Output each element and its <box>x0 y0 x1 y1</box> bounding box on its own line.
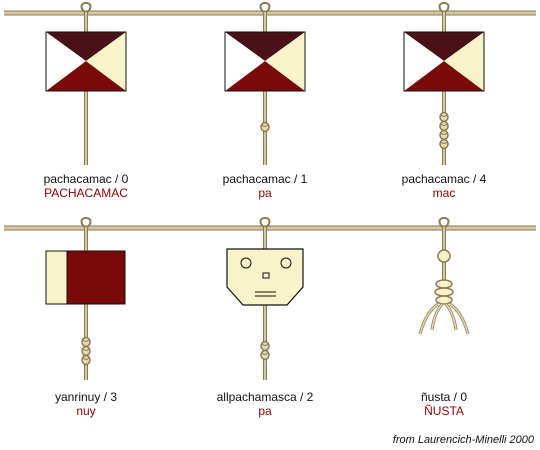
cord-name: yanrinuy / 3 <box>54 390 118 404</box>
cord-reading: pa <box>258 404 272 418</box>
figure-emblem <box>418 249 470 335</box>
knot <box>81 345 91 357</box>
figure-head <box>437 249 451 263</box>
face-eye-left <box>240 257 252 269</box>
pendant-cord-2 <box>224 1 306 165</box>
pendant-cord-6 <box>418 216 470 335</box>
cord-label-5: allpachamasca / 2 pa <box>185 390 345 418</box>
cord-label-1: pachacamac / 0 PACHACAMAC <box>6 172 166 200</box>
cord-reading: PACHACAMAC <box>44 186 128 200</box>
cord-name: allpachamasca / 2 <box>216 390 314 404</box>
cord-name: pachacamac / 0 <box>43 172 129 186</box>
triangles-emblem <box>45 31 127 92</box>
cord-reading: mac <box>432 186 456 200</box>
pendant-cord-4 <box>45 216 126 380</box>
cord-label-4: yanrinuy / 3 nuy <box>6 390 166 418</box>
pendant-cord-1 <box>45 1 127 165</box>
cord-reading: nuy <box>76 404 96 418</box>
face-nose <box>262 272 270 279</box>
source-credit: from Laurencich-Minelli 2000 <box>392 434 534 446</box>
face-mouth <box>255 291 276 297</box>
cord-label-3: pachacamac / 4 mac <box>364 172 524 200</box>
knot <box>260 349 270 361</box>
knot <box>439 138 449 150</box>
triangles-emblem <box>224 31 306 92</box>
pendant-cord-5 <box>226 216 304 380</box>
cord-name: pachacamac / 1 <box>222 172 308 186</box>
split-square-emblem <box>45 250 126 305</box>
figure-torso <box>435 279 453 289</box>
triangles-emblem <box>403 31 485 92</box>
knot <box>260 121 270 133</box>
knot <box>439 120 449 132</box>
cord-label-6: ñusta / 0 ÑUSTA <box>364 390 524 418</box>
figure-strands <box>418 302 470 335</box>
cord-reading: pa <box>258 186 272 200</box>
face-eye-right <box>280 257 292 269</box>
cord-name: ñusta / 0 <box>420 390 468 404</box>
knot <box>439 111 449 123</box>
cord-label-2: pachacamac / 1 pa <box>185 172 345 200</box>
knot <box>439 129 449 141</box>
face-emblem <box>226 248 304 306</box>
knot <box>260 340 270 352</box>
cord-name: pachacamac / 4 <box>401 172 487 186</box>
pendant-cord-3 <box>403 1 485 165</box>
knot <box>81 354 91 366</box>
cord-reading: ÑUSTA <box>424 404 464 418</box>
knot <box>81 336 91 348</box>
